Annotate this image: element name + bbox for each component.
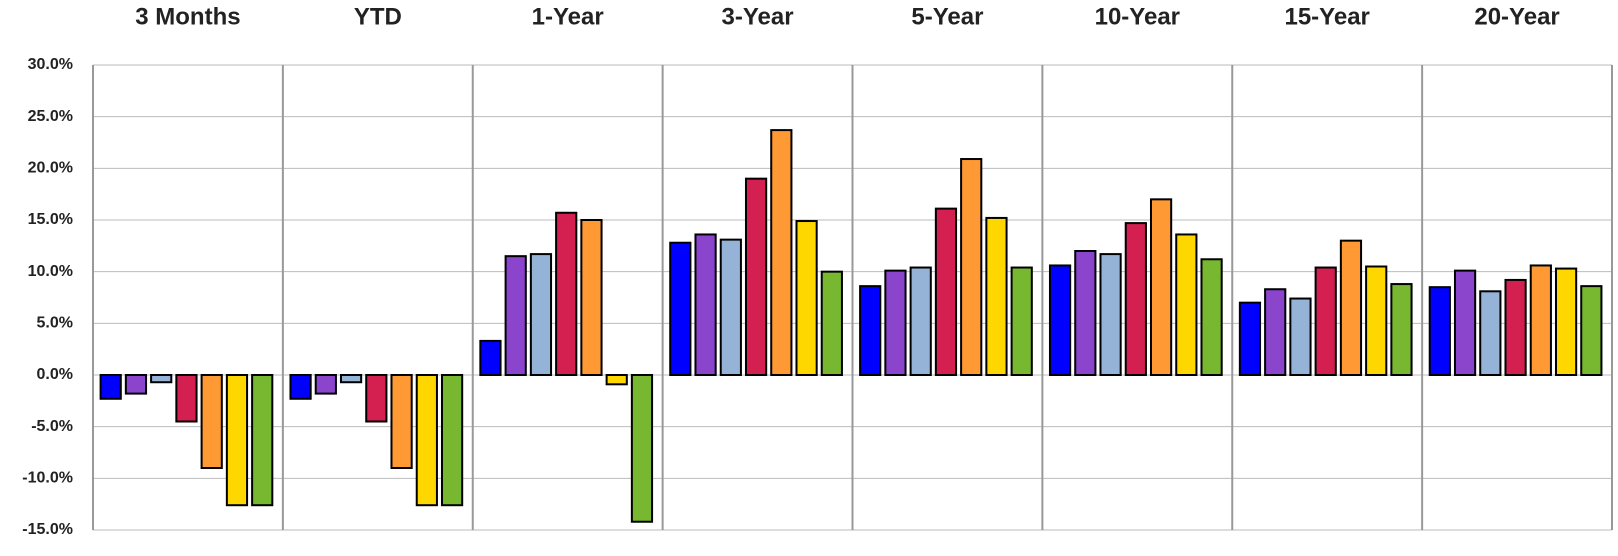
y-tick-label: 20.0% xyxy=(28,160,73,177)
bar xyxy=(124,374,148,395)
bar xyxy=(1390,283,1413,377)
bar xyxy=(1580,285,1603,376)
bar xyxy=(694,233,717,376)
bar xyxy=(1264,288,1287,377)
bar xyxy=(225,374,249,507)
bar xyxy=(365,374,388,423)
category-label: YTD xyxy=(354,3,402,30)
bar xyxy=(1314,266,1337,376)
bar xyxy=(605,374,628,386)
bar xyxy=(390,374,413,469)
category-label: 10-Year xyxy=(1095,3,1180,30)
bar xyxy=(555,211,578,376)
bar xyxy=(985,216,1008,376)
bar xyxy=(859,285,882,376)
category-label: 1-Year xyxy=(532,3,604,30)
bar xyxy=(1289,297,1312,376)
bar xyxy=(339,374,363,384)
bar xyxy=(960,158,983,376)
bar xyxy=(630,374,654,523)
bar xyxy=(1048,264,1072,377)
bar xyxy=(479,339,502,376)
bar xyxy=(744,177,768,376)
bar xyxy=(820,270,843,376)
category-label: 20-Year xyxy=(1474,3,1559,30)
y-tick-label: -5.0% xyxy=(31,418,73,435)
bar xyxy=(1200,258,1223,376)
bar xyxy=(795,220,818,376)
bar xyxy=(1554,267,1578,377)
y-tick-label: 5.0% xyxy=(37,315,73,332)
bar xyxy=(314,374,337,395)
bar xyxy=(1175,233,1198,376)
y-tick-label: 0.0% xyxy=(37,366,73,383)
bar xyxy=(175,374,198,423)
bar xyxy=(580,219,603,376)
bar xyxy=(884,269,907,376)
bar xyxy=(1529,264,1552,377)
bar xyxy=(99,374,122,400)
bar xyxy=(1365,265,1388,376)
bar xyxy=(770,129,793,376)
bar xyxy=(1149,198,1173,376)
y-tick-label: 15.0% xyxy=(28,211,73,228)
bar xyxy=(200,374,223,469)
y-tick-label: -15.0% xyxy=(22,521,73,538)
bar xyxy=(1074,250,1097,376)
bar xyxy=(1453,269,1477,376)
bar xyxy=(1504,278,1527,376)
y-tick-label: -10.0% xyxy=(22,470,73,487)
bar xyxy=(440,374,464,507)
category-label: 15-Year xyxy=(1284,3,1369,30)
bar xyxy=(251,374,274,507)
bar xyxy=(1479,290,1502,376)
bar xyxy=(719,238,742,376)
bar xyxy=(1428,286,1451,376)
bar xyxy=(934,207,958,376)
bar xyxy=(415,374,438,507)
bar xyxy=(504,255,527,376)
bar xyxy=(1099,253,1122,377)
bar xyxy=(150,374,173,384)
bar xyxy=(909,266,932,376)
y-tick-label: 30.0% xyxy=(28,56,73,73)
bar xyxy=(669,241,692,376)
bar xyxy=(1339,239,1363,376)
category-label: 3-Year xyxy=(722,3,794,30)
bar xyxy=(1010,266,1033,376)
category-label: 5-Year xyxy=(911,3,983,30)
bar xyxy=(1124,222,1147,376)
y-tick-label: 25.0% xyxy=(28,108,73,125)
bar xyxy=(529,253,553,377)
bar xyxy=(1238,301,1262,376)
y-tick-label: 10.0% xyxy=(28,263,73,280)
bar xyxy=(289,374,312,400)
category-label: 3 Months xyxy=(135,3,240,30)
